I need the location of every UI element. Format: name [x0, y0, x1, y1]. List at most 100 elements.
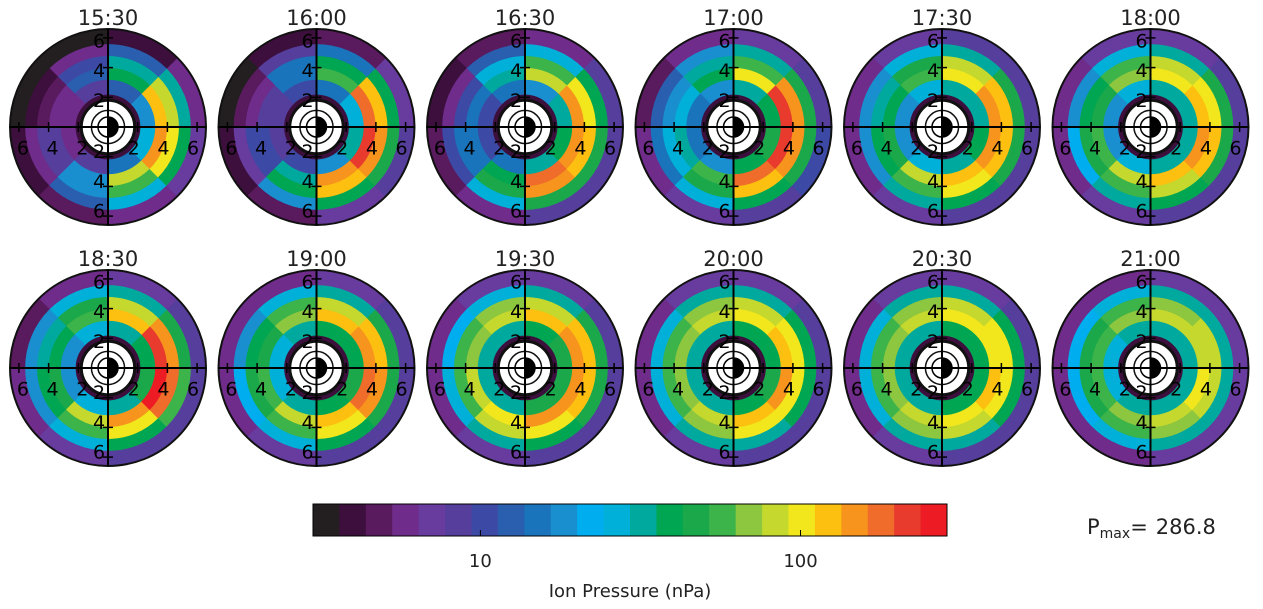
r-tick-label: 6 [718, 442, 730, 464]
r-tick-label: 6 [187, 379, 199, 401]
r-tick-label: 6 [718, 201, 730, 223]
colorbar-swatch [339, 504, 367, 536]
pmax-symbol: P [1087, 515, 1100, 539]
r-tick-label: 2 [718, 90, 730, 112]
r-tick-label: 6 [1135, 30, 1147, 52]
r-tick-label: 2 [1135, 141, 1147, 163]
colorbar-swatch [814, 504, 842, 536]
colorbar-label: Ion Pressure (nPa) [549, 581, 712, 602]
r-tick-label: 2 [128, 379, 140, 401]
r-tick-label: 2 [93, 331, 105, 353]
colorbar-swatch [788, 504, 816, 536]
r-tick-label: 6 [1230, 138, 1242, 160]
r-tick-label: 2 [753, 379, 765, 401]
panel-title: 15:30 [78, 6, 139, 30]
r-tick-label: 4 [464, 138, 476, 160]
r-tick-label: 4 [881, 138, 893, 160]
r-tick-label: 6 [813, 379, 825, 401]
r-tick-label: 4 [1135, 412, 1147, 434]
r-tick-label: 6 [510, 201, 522, 223]
r-tick-label: 4 [464, 379, 476, 401]
r-tick-label: 2 [927, 141, 939, 163]
colorbar-swatch [418, 504, 446, 536]
colorbar-tick-label: 100 [783, 551, 817, 572]
r-tick-label: 2 [545, 379, 557, 401]
r-tick-label: 2 [93, 90, 105, 112]
r-tick-label: 2 [962, 379, 974, 401]
r-tick-label: 2 [493, 379, 505, 401]
r-tick-label: 2 [1119, 379, 1131, 401]
r-tick-label: 4 [255, 379, 267, 401]
r-tick-label: 6 [17, 379, 29, 401]
r-tick-label: 6 [301, 201, 313, 223]
r-tick-label: 2 [128, 138, 140, 160]
r-tick-label: 4 [47, 138, 59, 160]
colorbar-swatch [867, 504, 895, 536]
r-tick-label: 4 [301, 301, 313, 323]
r-tick-label: 4 [47, 379, 59, 401]
r-tick-label: 2 [301, 331, 313, 353]
r-tick-label: 4 [991, 379, 1003, 401]
r-tick-label: 2 [910, 138, 922, 160]
colorbar-swatch [656, 504, 684, 536]
r-tick-label: 6 [93, 201, 105, 223]
r-tick-label: 2 [718, 331, 730, 353]
colorbar-swatch [445, 504, 472, 536]
r-tick-label: 4 [510, 171, 522, 193]
r-tick-label: 4 [718, 60, 730, 82]
r-tick-label: 2 [93, 382, 105, 404]
panel-title: 20:00 [703, 247, 764, 271]
r-tick-label: 4 [927, 60, 939, 82]
r-tick-label: 6 [510, 271, 522, 293]
panel-title: 18:00 [1120, 6, 1181, 30]
colorbar-swatch [550, 504, 578, 536]
r-tick-label: 2 [927, 382, 939, 404]
r-tick-label: 2 [702, 379, 714, 401]
r-tick-label: 2 [1170, 138, 1182, 160]
r-tick-label: 4 [1135, 301, 1147, 323]
r-tick-label: 6 [927, 30, 939, 52]
pmax-annotation: Pmax= 286.8 [1087, 515, 1216, 542]
r-tick-label: 2 [336, 379, 348, 401]
colorbar-swatch [735, 504, 763, 536]
r-tick-label: 6 [718, 271, 730, 293]
r-tick-label: 4 [783, 138, 795, 160]
colorbar-swatch [392, 504, 420, 536]
panel-title: 17:30 [912, 6, 973, 30]
r-tick-label: 2 [718, 141, 730, 163]
r-tick-label: 4 [927, 412, 939, 434]
r-tick-label: 6 [1135, 201, 1147, 223]
r-tick-label: 4 [927, 301, 939, 323]
r-tick-label: 6 [434, 379, 446, 401]
r-tick-label: 6 [1059, 379, 1071, 401]
r-tick-label: 2 [493, 138, 505, 160]
r-tick-label: 6 [225, 138, 237, 160]
r-tick-label: 6 [1135, 271, 1147, 293]
colorbar-swatch [630, 504, 657, 536]
r-tick-label: 4 [1135, 171, 1147, 193]
r-tick-label: 4 [93, 171, 105, 193]
r-tick-label: 4 [1200, 379, 1212, 401]
r-tick-label: 4 [718, 412, 730, 434]
r-tick-label: 6 [301, 30, 313, 52]
r-tick-label: 2 [285, 379, 297, 401]
r-tick-label: 2 [301, 90, 313, 112]
colorbar-swatch [603, 504, 631, 536]
r-tick-label: 4 [574, 138, 586, 160]
panel-title: 19:30 [495, 247, 556, 271]
panel-title: 18:30 [78, 247, 139, 271]
panel-title: 20:30 [912, 247, 973, 271]
pmax-equals: = [1130, 515, 1148, 539]
r-tick-label: 6 [851, 138, 863, 160]
r-tick-label: 6 [927, 201, 939, 223]
colorbar-swatch [894, 504, 922, 536]
r-tick-label: 2 [510, 382, 522, 404]
colorbar-swatch [497, 504, 525, 536]
colorbar-swatch [920, 504, 948, 536]
colorbar-swatch [709, 504, 737, 536]
